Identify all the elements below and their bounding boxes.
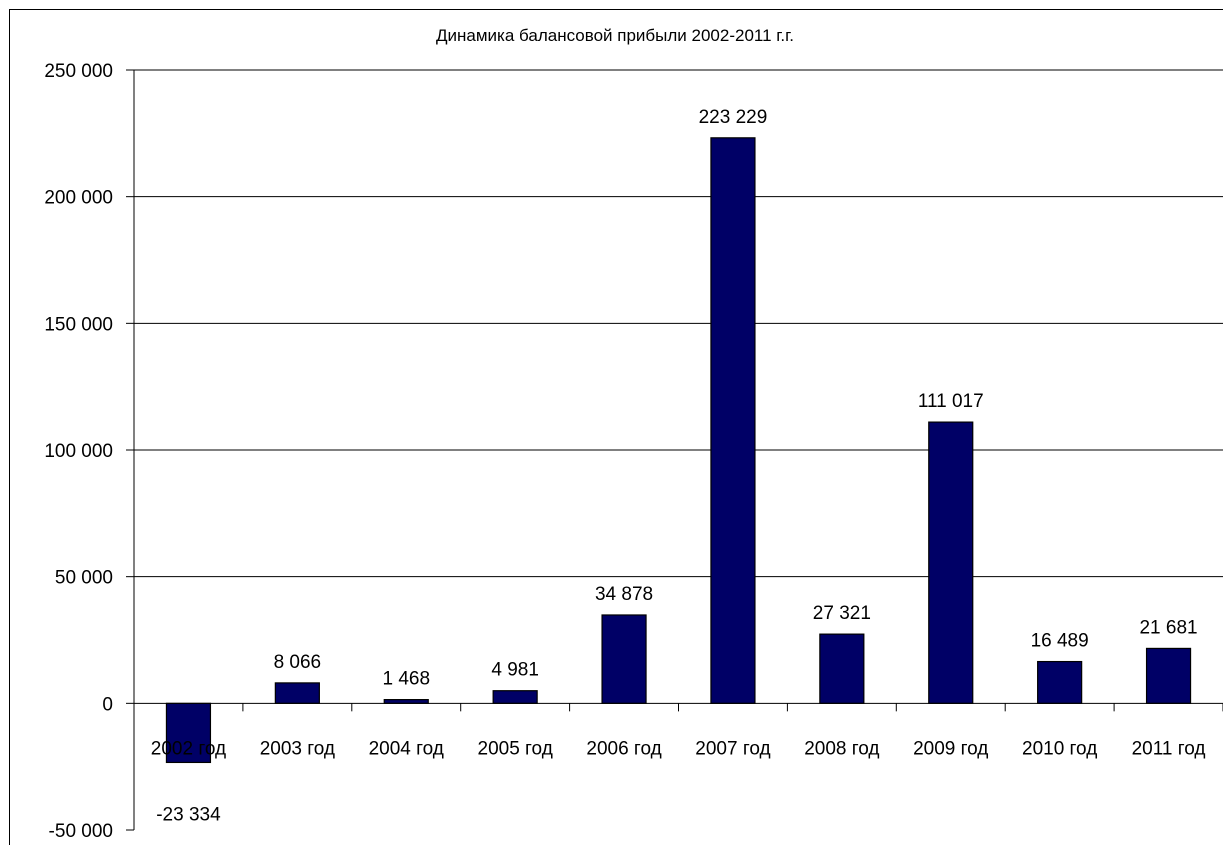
- data-label: 1 468: [382, 669, 430, 690]
- y-tick-label: 0: [102, 694, 113, 715]
- labels: -50 000 0 50 000 100 000 150 000 200 000 250 0…: [44, 61, 1205, 842]
- data-label: 223 229: [699, 107, 768, 128]
- bar: [710, 137, 756, 704]
- bar: [165, 702, 212, 764]
- bar: [601, 614, 647, 704]
- data-label: 111 017: [918, 391, 984, 412]
- category-label: 2007 год: [695, 738, 770, 759]
- category-label: 2002 год: [151, 738, 226, 759]
- bar: [274, 682, 320, 704]
- category-label: 2003 год: [260, 738, 335, 759]
- y-tick-label: 250 000: [44, 61, 113, 82]
- y-tick-label: -50 000: [49, 821, 113, 842]
- data-label: 16 489: [1031, 631, 1089, 652]
- bar: [819, 633, 865, 704]
- category-label: 2009 год: [913, 738, 988, 759]
- chart-frame: [9, 9, 1223, 845]
- bar: [1145, 647, 1192, 704]
- axes: [126, 69, 1223, 831]
- data-label: -23 334: [156, 804, 221, 825]
- category-label: 2006 год: [586, 738, 661, 759]
- gridlines: [134, 69, 1223, 578]
- category-label: 2005 год: [478, 738, 553, 759]
- y-tick-label: 200 000: [44, 188, 113, 209]
- data-label: 4 981: [491, 660, 539, 681]
- category-label: 2004 год: [369, 738, 444, 759]
- bar: [928, 421, 974, 704]
- category-label: 2011 год: [1132, 738, 1206, 759]
- y-tick-label: 50 000: [55, 568, 113, 589]
- bar: [492, 690, 538, 704]
- chart-title: Динамика балансовой прибыли 2002-2011 г.…: [436, 26, 794, 45]
- data-label: 21 681: [1139, 617, 1197, 638]
- bar: [1037, 660, 1083, 704]
- y-tick-label: 150 000: [44, 314, 113, 335]
- category-label: 2008 год: [804, 738, 879, 759]
- bars: [165, 137, 1192, 764]
- data-label: 27 321: [813, 603, 871, 624]
- bar: [383, 699, 429, 704]
- y-tick-label: 100 000: [44, 441, 113, 462]
- data-label: 8 066: [274, 652, 322, 673]
- category-label: 2010 год: [1022, 738, 1097, 759]
- data-label: 34 878: [595, 584, 653, 605]
